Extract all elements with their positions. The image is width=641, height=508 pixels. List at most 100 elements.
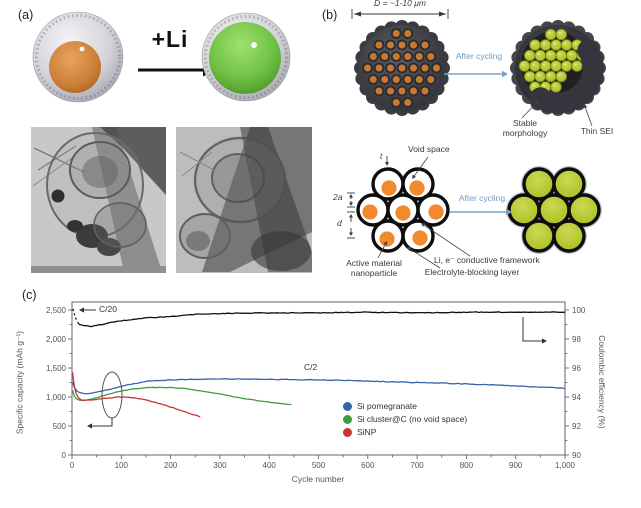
thin-sei-label: Thin SEI <box>580 126 614 136</box>
y-right-tick-label: 92 <box>572 422 581 431</box>
green-ball <box>550 60 562 72</box>
legend-item-si-pomegranate: Si pomegranate <box>343 401 467 411</box>
legend-label: SiNP <box>357 427 377 437</box>
legend-marker-red <box>343 427 352 437</box>
silicon-nanoparticle-dot <box>421 64 429 72</box>
green-ball-highlight <box>537 52 540 56</box>
silicon-nanoparticle-dot <box>392 30 400 37</box>
green-ball <box>523 49 536 62</box>
x-tick-label: 900 <box>509 461 523 470</box>
2a-arrow <box>349 194 353 198</box>
swelled-particle <box>552 219 586 253</box>
left-axis-pointer-line <box>92 418 113 427</box>
green-ball <box>518 60 531 72</box>
y-right-tick-label: 96 <box>572 364 581 373</box>
green-ball <box>560 39 573 51</box>
panel-b-label: (b) <box>322 8 338 22</box>
green-ball-highlight <box>553 42 556 45</box>
green-ball-highlight <box>558 52 561 56</box>
green-ball <box>534 49 547 62</box>
panel-a-schematic <box>32 11 291 103</box>
active-material-core <box>412 230 428 246</box>
green-ball <box>550 81 562 93</box>
thin-sei-leader <box>583 104 588 109</box>
y-right-tick-label: 94 <box>572 393 581 402</box>
silicon-nanoparticle-dot <box>392 76 400 83</box>
diameter-label: D = ~1-10 μm <box>374 0 426 8</box>
y-axis-label-right: Coulombic efficiency (%) <box>597 335 607 429</box>
y-left-tick-label: 1,500 <box>46 364 67 373</box>
y-axis-label-left: Specific capacity (mAh g⁻¹) <box>14 330 25 435</box>
after-cycling-arrow-bottom <box>506 208 512 216</box>
silicon-nanoparticle-dot <box>392 99 400 106</box>
c20-arrow <box>79 307 84 313</box>
panel-c-label: (c) <box>22 288 37 302</box>
x-tick-label: 0 <box>70 461 75 470</box>
green-ball-highlight <box>548 31 551 35</box>
green-ball <box>544 70 557 83</box>
d-arrow <box>349 214 353 218</box>
silicon-nanoparticle-dot <box>398 41 406 49</box>
x-axis-label: Cycle number <box>291 474 345 484</box>
green-ball-highlight <box>574 63 577 66</box>
legend-item-si-cluster: Si cluster@C (no void space) <box>343 414 467 424</box>
x-tick-label: 1,000 <box>555 461 576 470</box>
lithiation-label: +Li <box>151 26 189 52</box>
green-ball-highlight <box>558 31 561 35</box>
silicon-nanoparticle-dot <box>392 53 400 60</box>
swelled-particle <box>522 219 556 253</box>
series-line-si-pomegranate <box>71 378 566 395</box>
after-cycling-bottom-label: After cycling <box>458 193 506 203</box>
silicon-nanoparticle-dot <box>381 76 389 83</box>
t-arrow <box>385 162 389 166</box>
y-left-tick-label: 2,500 <box>46 306 67 315</box>
green-ball <box>555 28 568 41</box>
silicon-nanoparticle-dot <box>387 64 394 72</box>
green-ball <box>550 39 562 51</box>
active-material-leader <box>383 241 388 246</box>
void-space-label: Void space <box>408 144 450 154</box>
x-tick-label: 200 <box>164 461 178 470</box>
silicon-nanoparticle-dot <box>404 99 412 106</box>
y-left-tick-label: 2,000 <box>46 335 67 344</box>
silicon-nanoparticle-dot <box>375 41 383 49</box>
series-line-si-cluster-c-no-void-space- <box>71 386 292 406</box>
d-arrow <box>349 232 353 236</box>
after-cycling-arrows <box>444 70 512 216</box>
x-tick-label: 100 <box>115 461 129 470</box>
silicon-nanoparticle-dot <box>410 87 417 95</box>
silicon-nanoparticle-dot <box>375 87 383 95</box>
green-ball-highlight <box>542 42 546 45</box>
silicon-nanoparticle-dot <box>375 64 383 72</box>
green-ball <box>523 70 536 83</box>
right-axis-pointer-line <box>522 317 538 342</box>
swelled-particle <box>567 193 601 227</box>
after-cycling-arrow-top <box>502 70 508 78</box>
silicon-nanoparticle-dot <box>398 64 406 72</box>
green-ball <box>555 49 568 62</box>
active-material-core <box>379 231 395 247</box>
electrolyte-blocking-leader <box>410 248 441 269</box>
green-ball-highlight <box>527 52 530 56</box>
y-right-tick-label: 98 <box>572 335 581 344</box>
green-ball-highlight <box>542 84 546 87</box>
x-tick-label: 400 <box>263 461 277 470</box>
series-line-coulombic-efficiency <box>77 311 566 328</box>
y-left-tick-label: 1,000 <box>46 393 67 402</box>
y-left-tick-label: 500 <box>53 422 67 431</box>
active-material-core <box>395 205 411 221</box>
electrolyte-blocking-label: Electrolyte-blocking layer <box>424 267 520 277</box>
green-ball <box>544 28 557 41</box>
silicon-nanoparticle-dot <box>433 64 440 72</box>
tem-image-left <box>31 127 166 273</box>
silicon-nanoparticle-dot <box>421 87 429 95</box>
green-ball <box>565 49 578 62</box>
stable-morphology-leader <box>521 102 537 119</box>
green-ball <box>560 60 573 72</box>
right-axis-pointer-head <box>542 338 547 344</box>
framework-leader <box>421 223 426 228</box>
cycling-chart: 0 100 200 300 400 500 600 700 800 900 1,000 0 500 1,0… <box>46 301 586 470</box>
silicon-nanoparticle-dot <box>427 53 435 60</box>
silicon-nanoparticle-dot <box>410 64 417 72</box>
panel-a-label: (a) <box>18 8 34 22</box>
